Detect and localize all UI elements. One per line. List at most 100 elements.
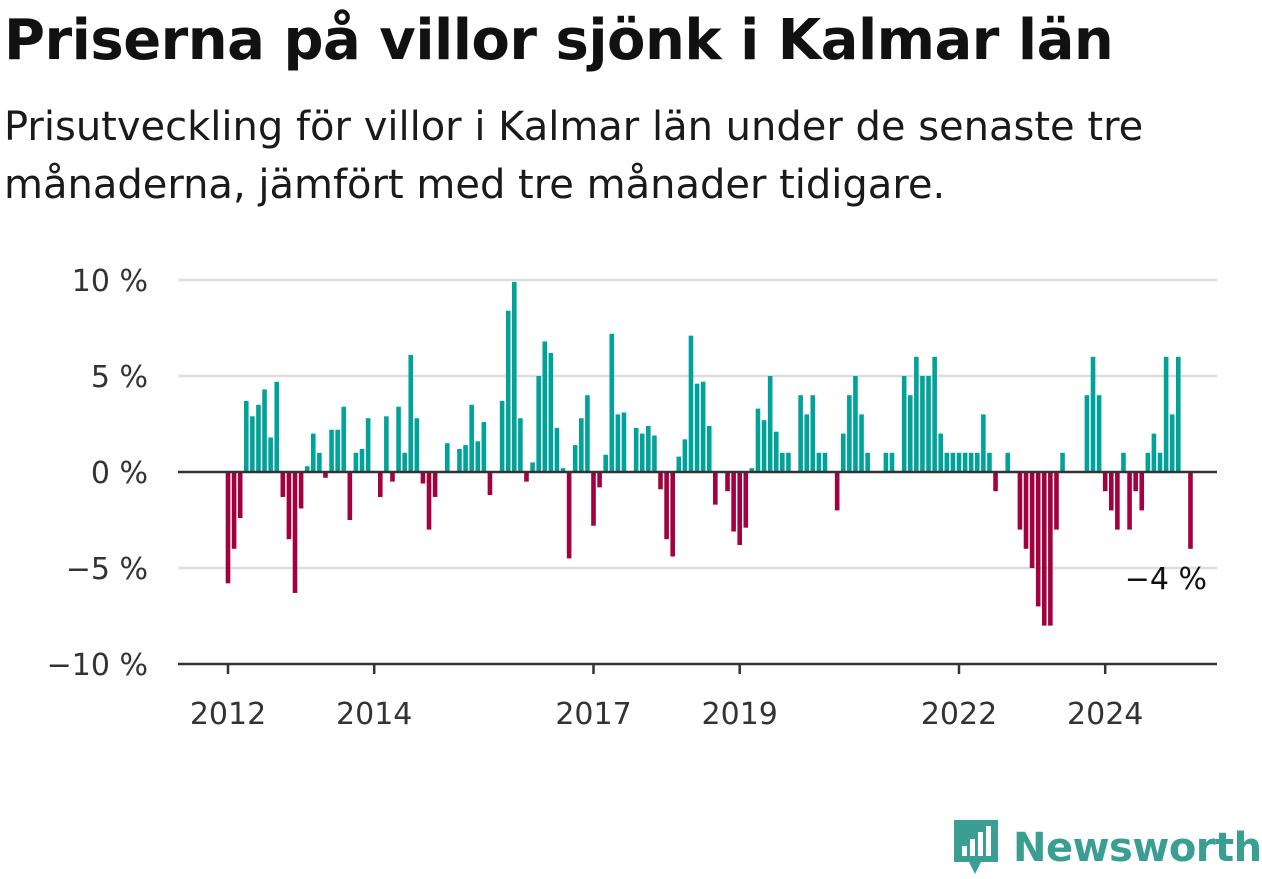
bar: [1133, 472, 1138, 492]
bar: [962, 452, 968, 472]
bar: [713, 472, 718, 505]
page-title: Priserna på villor sjönk i Kalmar län: [4, 8, 1114, 73]
bar: [1115, 472, 1120, 530]
bar: [743, 472, 749, 528]
bar: [353, 452, 359, 472]
bar: [548, 352, 554, 472]
bar: [420, 472, 426, 484]
bar: [609, 333, 615, 472]
x-tick-label: 2017: [555, 697, 631, 732]
bar: [1048, 472, 1053, 626]
bar: [323, 472, 328, 478]
x-tick-label: 2024: [1067, 697, 1143, 732]
bar: [652, 435, 657, 472]
bar: [798, 395, 803, 472]
bar: [621, 412, 627, 472]
bar: [1169, 414, 1175, 472]
bar: [639, 433, 645, 472]
bar: [670, 472, 675, 557]
bar: [225, 472, 231, 584]
bar: [518, 418, 523, 472]
bar: [243, 400, 249, 472]
bar: [901, 376, 907, 472]
bar: [585, 395, 590, 472]
bar: [987, 452, 992, 472]
bar: [1157, 452, 1163, 472]
bar: [944, 452, 950, 472]
bar: [993, 472, 998, 492]
bar: [341, 406, 347, 472]
bar: [1188, 472, 1193, 549]
bar: [694, 383, 700, 472]
bar: [773, 431, 779, 472]
bar: [505, 310, 511, 472]
bar: [402, 452, 407, 472]
bar: [1176, 356, 1181, 472]
bar: [1090, 356, 1096, 472]
y-tick-label: −5 %: [66, 552, 148, 587]
bar: [560, 468, 566, 472]
bar: [755, 408, 761, 472]
bar: [408, 354, 414, 472]
bar: [262, 389, 267, 472]
bar: [974, 452, 980, 472]
bar: [347, 472, 353, 520]
bar: [633, 427, 639, 472]
bar: [274, 381, 280, 472]
bar: [1035, 472, 1041, 607]
bar: [396, 406, 401, 472]
bar: [1108, 472, 1114, 511]
bar: [542, 341, 548, 472]
last-value-label: −4 %: [1125, 562, 1207, 597]
bar: [865, 452, 870, 472]
bar: [530, 462, 535, 472]
bar: [359, 448, 365, 472]
bar: [377, 472, 383, 497]
bar: [646, 425, 651, 472]
x-tick-label: 2012: [190, 697, 266, 732]
bar: [706, 425, 712, 472]
bar: [384, 416, 389, 472]
page-subtitle: Prisutveckling för villor i Kalmar län u…: [4, 104, 1144, 208]
bar: [1102, 472, 1108, 492]
bar: [597, 472, 602, 488]
bar: [664, 472, 669, 540]
bar: [469, 404, 474, 472]
bar: [853, 376, 858, 472]
bar: [512, 281, 517, 472]
bar: [365, 418, 371, 472]
bar: [914, 356, 919, 472]
bar: [822, 452, 828, 472]
bar: [298, 472, 304, 509]
bar: [883, 452, 889, 472]
y-tick-label: 10 %: [72, 264, 148, 299]
bar: [579, 418, 584, 472]
bar: [475, 441, 481, 472]
bar: [286, 472, 292, 540]
bar: [767, 376, 773, 472]
bar: [1127, 472, 1132, 530]
x-tick-label: 2014: [336, 697, 412, 732]
bar: [920, 376, 925, 472]
bar: [329, 429, 334, 472]
bar: [968, 452, 974, 472]
bar: [591, 472, 596, 526]
y-tick-label: 5 %: [91, 360, 148, 395]
bar: [231, 472, 237, 549]
bar: [432, 472, 438, 497]
newsworthy-logo: Newsworthy: [951, 818, 1262, 878]
bar: [926, 376, 931, 472]
bar: [956, 452, 962, 472]
bar: [749, 468, 755, 472]
bar: [834, 472, 840, 511]
bar: [280, 472, 286, 497]
bar: [1060, 452, 1065, 472]
bar: [810, 395, 816, 472]
bar: [481, 422, 487, 472]
x-tick-label: 2022: [921, 697, 997, 732]
bar: [816, 452, 822, 472]
bar: [414, 418, 420, 472]
bar: [310, 433, 316, 472]
bar: [1096, 395, 1102, 472]
bar: [725, 472, 730, 492]
